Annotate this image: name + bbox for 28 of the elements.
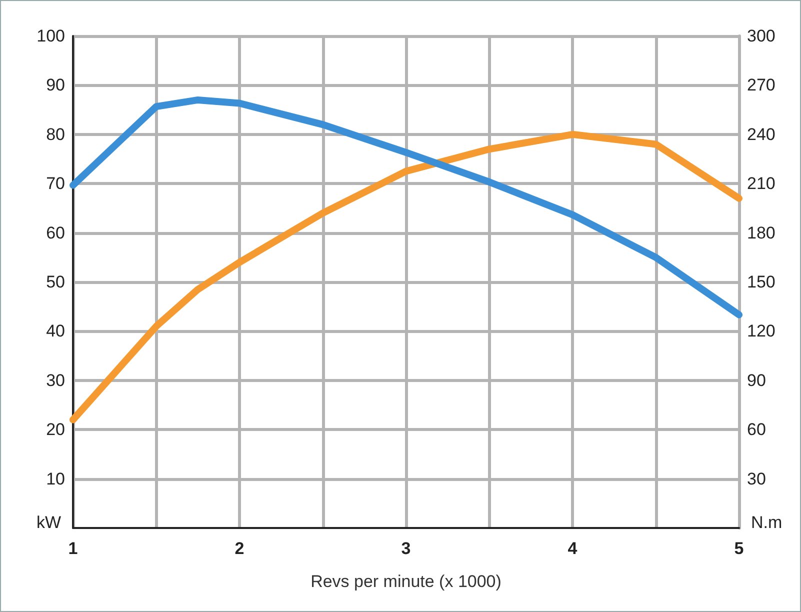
y-tick-label: 60 — [46, 223, 65, 242]
y-tick-label: 80 — [46, 124, 65, 144]
y-tick-label: 90 — [46, 76, 65, 95]
y-tick-label: 10 — [46, 469, 65, 488]
y2-tick-label: 120 — [747, 322, 776, 341]
x-tick-label: 5 — [734, 539, 744, 558]
y2-tick-label: 60 — [747, 420, 766, 440]
y2-tick-label: 240 — [747, 124, 776, 144]
y-tick-label: 30 — [46, 370, 65, 390]
y-tick-label: 40 — [46, 322, 65, 341]
x-tick-label: 3 — [401, 539, 411, 558]
x-tick-label: 2 — [234, 539, 244, 558]
y-tick-label: 70 — [46, 174, 65, 194]
y2-axis-title: N.m — [751, 513, 782, 532]
x-tick-label: 1 — [68, 539, 78, 558]
y-axis-title: kW — [36, 513, 61, 532]
y-tick-label: 100 — [36, 26, 65, 46]
y2-tick-label: 270 — [747, 76, 776, 95]
y2-tick-label: 90 — [747, 370, 766, 390]
x-axis-title: Revs per minute (x 1000) — [310, 572, 502, 591]
y2-tick-label: 180 — [747, 223, 776, 242]
y2-tick-label: 30 — [747, 469, 766, 488]
y-tick-label: 50 — [46, 272, 65, 292]
y2-tick-label: 210 — [747, 174, 776, 194]
y2-tick-label: 150 — [747, 272, 776, 292]
y2-tick-label: 300 — [747, 26, 776, 46]
y-tick-label: 20 — [46, 420, 65, 440]
x-tick-label: 4 — [568, 539, 578, 558]
